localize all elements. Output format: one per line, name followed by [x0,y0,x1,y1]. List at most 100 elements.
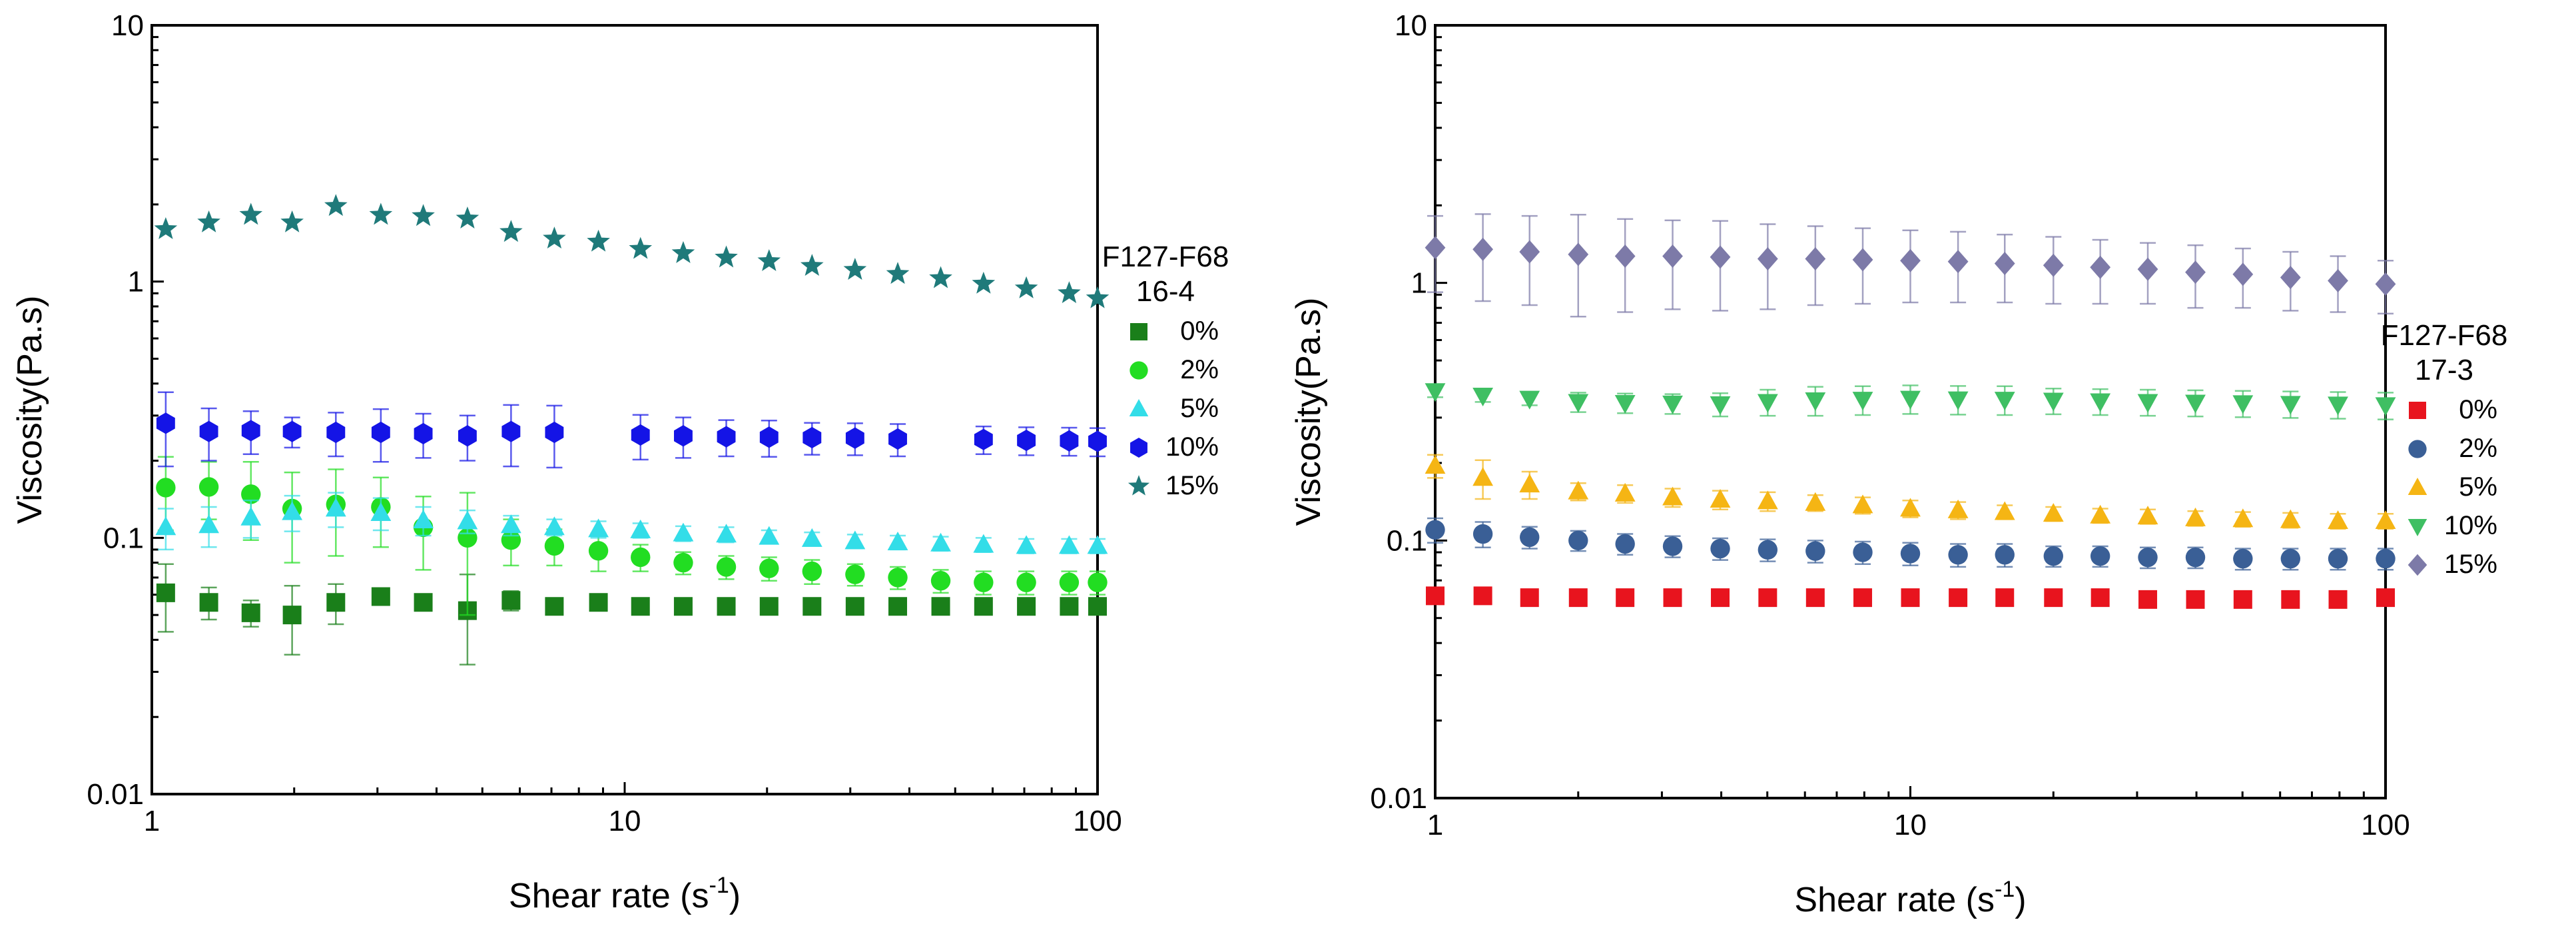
x-axis-title-main: Shear rate (s [509,877,709,915]
legend-marker [1127,475,1150,496]
data-point [759,426,779,448]
data-point [156,412,175,434]
series-5pct [155,492,1108,554]
legend-title-line-2: 16-4 [1136,275,1195,308]
data-point [2138,590,2158,609]
x-tick-label: 100 [1073,805,1122,837]
data-point [1663,588,1682,608]
data-point [588,541,609,561]
data-point [803,597,822,616]
data-point [759,597,779,616]
data-point [716,557,737,577]
data-point [974,428,993,450]
data-point [1472,467,1494,486]
data-point [412,204,435,227]
data-point [631,597,650,616]
data-point [1425,383,1446,402]
data-point [2232,262,2254,286]
data-point [1426,586,1445,606]
series-0pct [156,563,1107,666]
x-axis-title-exponent: -1 [1995,877,2015,902]
data-point [2376,588,2395,608]
data-point [1805,541,1825,561]
legend-marker [1130,323,1147,340]
data-point [241,484,261,504]
data-point [1425,455,1446,474]
data-point [241,420,260,442]
legend-marker [1129,361,1148,380]
data-point [1852,494,1873,514]
data-point [587,229,610,252]
data-point [1757,490,1778,510]
data-point [500,514,521,534]
data-point [803,426,822,449]
data-point [1947,499,1969,518]
data-point [1059,572,1080,592]
x-tick-label: 1 [1427,809,1443,841]
data-point [282,606,302,625]
data-point [1757,394,1778,413]
data-point [802,561,822,582]
data-point [1088,430,1107,452]
legend-marker [2408,478,2427,496]
data-point [1473,586,1492,606]
x-axis-title-close: ) [2015,881,2026,919]
x-tick-label: 10 [609,805,641,837]
data-point [154,217,178,239]
data-point [673,425,693,447]
data-point [280,210,304,232]
data-point [2090,393,2111,412]
data-point [972,271,996,294]
data-point [1616,588,1635,608]
data-point [198,514,220,534]
data-point [1662,244,1683,268]
data-point [673,552,693,573]
data-point [631,424,650,446]
data-point [1662,486,1683,506]
data-point [1614,394,1636,414]
data-point [1060,430,1079,452]
data-point [1757,247,1778,271]
data-point [930,571,951,591]
x-axis-title: Shear rate (s-1) [509,873,741,915]
legend-label: 15% [2444,550,2497,579]
data-point [1014,276,1038,298]
data-point [414,422,433,445]
x-axis-title-main: Shear rate (s [1794,881,1995,919]
data-point [326,593,346,612]
legend-label: 0% [1180,316,1219,346]
data-point [1519,474,1540,493]
data-point [2280,548,2301,569]
legend-marker [2408,554,2427,576]
data-point [2185,507,2206,526]
data-point [1948,545,1968,565]
data-point [1853,588,1873,608]
data-point [757,249,781,271]
data-point [371,421,390,444]
y-tick-label: 10 [1395,9,1427,42]
data-point [1805,247,1826,271]
data-point [930,532,951,552]
data-point [974,597,993,616]
series-15pct [154,194,1110,308]
data-point [673,597,693,616]
data-point [929,266,952,288]
data-point [2090,504,2111,524]
data-point [1900,390,1921,410]
data-point [759,526,780,545]
legend-marker [2408,518,2427,536]
data-point [717,597,736,616]
legend-label: 10% [1165,432,1219,462]
data-point [1853,542,1873,562]
legend-label: 2% [1180,355,1219,384]
data-point [1017,597,1036,616]
data-point [630,519,651,538]
data-point [1615,534,1635,554]
data-point [543,516,565,536]
data-point [2185,547,2206,568]
data-point [156,478,176,498]
data-point [155,516,176,536]
data-point [1568,480,1589,500]
data-point [2233,548,2253,569]
x-tick-label: 100 [2361,809,2410,841]
